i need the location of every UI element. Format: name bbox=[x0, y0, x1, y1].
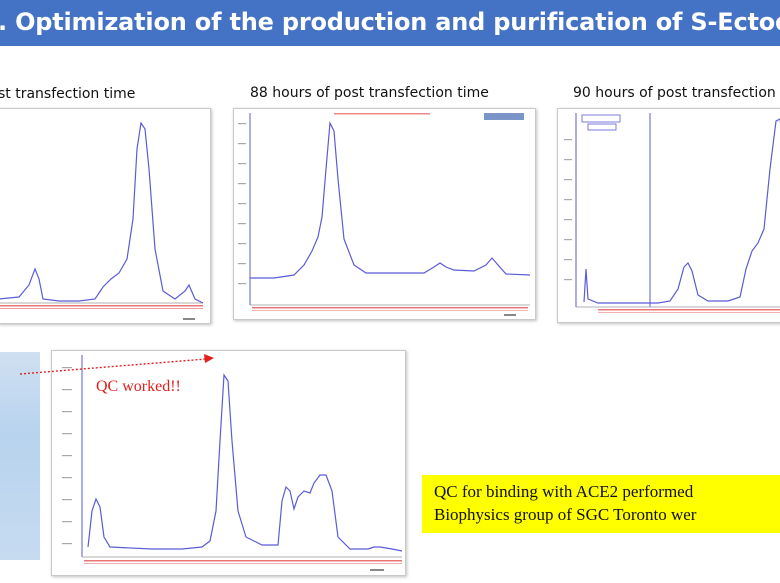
chromatogram-left-plot bbox=[0, 109, 210, 323]
gel-image-strip bbox=[0, 352, 40, 560]
caption-right: 90 hours of post transfection t bbox=[573, 85, 780, 101]
qc-note-box: QC for binding with ACE2 performed Bioph… bbox=[422, 475, 780, 533]
slide-title-bar: . Optimization of the production and pur… bbox=[0, 0, 780, 46]
qc-worked-label: QC worked!! bbox=[96, 378, 181, 395]
caption-middle: 88 hours of post transfection time bbox=[250, 85, 489, 101]
qc-note-line-2: Biophysics group of SGC Toronto wer bbox=[434, 505, 697, 524]
qc-note-line-1: QC for binding with ACE2 performed bbox=[434, 482, 694, 501]
chromatogram-left bbox=[0, 108, 211, 324]
chromatogram-qc bbox=[51, 350, 406, 576]
chromatogram-right-plot bbox=[558, 109, 780, 322]
slide-title: . Optimization of the production and pur… bbox=[0, 8, 780, 36]
caption-left: st transfection time bbox=[0, 86, 136, 102]
chromatogram-middle-plot bbox=[234, 109, 535, 319]
chromatogram-middle bbox=[233, 108, 536, 320]
chromatogram-qc-plot bbox=[52, 351, 405, 575]
chromatogram-right bbox=[557, 108, 780, 323]
